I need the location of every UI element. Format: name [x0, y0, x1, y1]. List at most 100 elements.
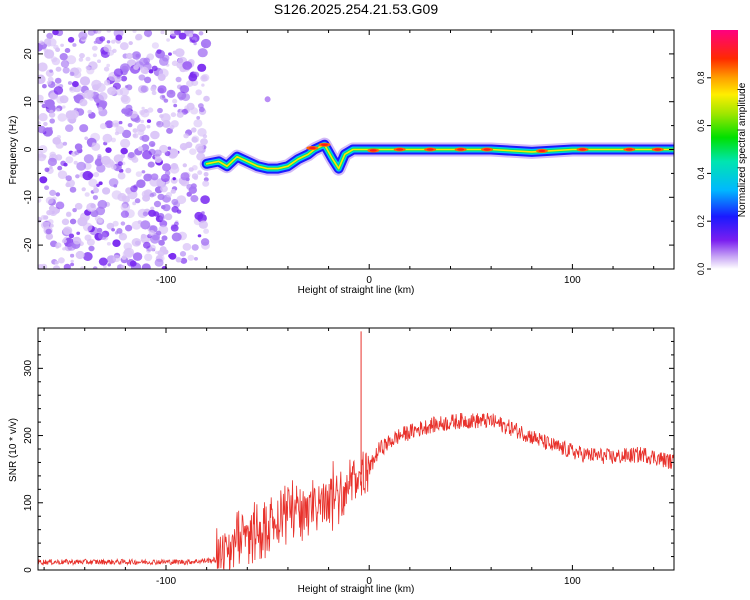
noise-speckle — [83, 154, 94, 164]
noise-speckle — [62, 67, 70, 74]
colorbar-tick-label: 0.2 — [696, 215, 706, 228]
noise-speckle — [171, 60, 178, 67]
noise-speckle — [70, 253, 75, 258]
noise-speckle — [139, 109, 146, 115]
noise-speckle — [98, 231, 108, 240]
noise-speckle — [158, 68, 169, 78]
noise-speckle — [41, 103, 47, 109]
noise-speckle — [202, 180, 210, 187]
noise-speckle — [73, 160, 78, 165]
noise-speckle — [45, 233, 54, 240]
noise-speckle — [188, 33, 194, 38]
noise-speckle — [120, 221, 126, 226]
noise-speckle — [117, 193, 127, 202]
noise-speckle — [167, 146, 172, 150]
noise-speckle — [38, 74, 46, 84]
noise-speckle — [117, 161, 123, 167]
noise-speckle — [70, 262, 75, 267]
noise-speckle — [160, 30, 165, 35]
y-tick-label: 100 — [23, 494, 34, 511]
noise-speckle — [111, 164, 117, 170]
noise-speckle — [47, 219, 54, 225]
noise-speckle — [44, 185, 50, 190]
noise-speckle — [106, 40, 111, 44]
noise-speckle — [132, 128, 138, 134]
noise-speckle — [182, 61, 193, 70]
noise-speckle — [147, 161, 155, 168]
noise-speckle — [196, 116, 201, 120]
noise-speckle — [174, 30, 181, 36]
noise-speckle — [203, 95, 210, 102]
noise-speckle — [80, 266, 85, 269]
noise-speckle — [160, 173, 170, 183]
noise-speckle — [176, 195, 187, 205]
noise-speckle — [190, 195, 199, 203]
noise-speckle — [156, 49, 162, 54]
y-tick-label: 300 — [23, 360, 34, 377]
noise-speckle — [142, 211, 149, 217]
noise-speckle — [42, 154, 47, 159]
noise-speckle — [92, 195, 98, 200]
noise-speckle — [141, 144, 150, 152]
noise-speckle — [124, 109, 133, 117]
noise-speckle — [134, 198, 141, 204]
noise-speckle — [149, 193, 155, 198]
noise-speckle — [63, 263, 71, 269]
noise-speckle — [128, 41, 133, 46]
noise-speckle — [113, 154, 124, 164]
noise-speckle — [93, 185, 98, 190]
noise-speckle — [39, 176, 48, 184]
noise-speckle — [140, 119, 145, 124]
noise-speckle — [176, 111, 184, 118]
noise-speckle — [74, 202, 83, 210]
noise-speckle — [40, 100, 45, 105]
noise-speckle — [133, 64, 140, 70]
ridge-hot-core — [396, 148, 404, 151]
noise-speckle — [49, 151, 56, 158]
noise-speckle — [115, 89, 124, 96]
noise-speckle — [142, 150, 152, 160]
noise-speckle — [191, 127, 197, 133]
noise-speckle — [54, 77, 62, 84]
figure-title: S126.2025.254.21.53.G09 — [274, 1, 438, 17]
noise-speckle — [169, 125, 175, 130]
noise-speckle — [62, 141, 68, 146]
snr-panel: -100 0 100 0 100 200 300 SNR (10 * v/v) Height… — [8, 327, 675, 595]
noise-speckle — [38, 125, 46, 134]
noise-speckle — [143, 241, 151, 249]
noise-speckle — [114, 122, 119, 127]
noise-speckle — [182, 163, 187, 168]
noise-speckle — [140, 66, 149, 74]
ridge-hot-core — [457, 148, 465, 151]
noise-speckle — [170, 112, 177, 118]
noise-speckle — [172, 177, 176, 181]
amplitude-colorbar: 0.0 0.2 0.4 0.6 0.8 Normalized spectral ampl… — [696, 30, 748, 275]
noise-speckle — [38, 264, 44, 269]
noise-speckle — [84, 136, 89, 141]
noise-speckle — [97, 154, 102, 158]
noise-speckle — [66, 211, 72, 217]
noise-speckle — [179, 251, 187, 257]
noise-speckle — [38, 113, 48, 122]
noise-speckle — [107, 263, 111, 267]
noise-speckle — [93, 40, 98, 44]
noise-speckle — [189, 148, 197, 155]
noise-speckle — [65, 110, 76, 120]
noise-speckle — [156, 120, 164, 128]
noise-speckle — [65, 124, 74, 132]
noise-speckle — [194, 257, 198, 261]
noise-speckle — [162, 163, 171, 172]
noise-speckle — [45, 99, 55, 109]
noise-speckle — [87, 172, 94, 179]
noise-speckle — [166, 192, 172, 198]
noise-speckle — [107, 86, 117, 96]
noise-speckle — [55, 154, 63, 161]
noise-speckle — [151, 42, 159, 49]
noise-speckle — [120, 138, 131, 148]
noise-speckle — [121, 203, 128, 209]
noise-speckle — [95, 206, 106, 216]
y-tick-label: 200 — [23, 427, 34, 444]
x-tick-label: 100 — [564, 576, 581, 587]
noise-speckle — [203, 228, 210, 234]
noise-speckle — [170, 224, 179, 232]
